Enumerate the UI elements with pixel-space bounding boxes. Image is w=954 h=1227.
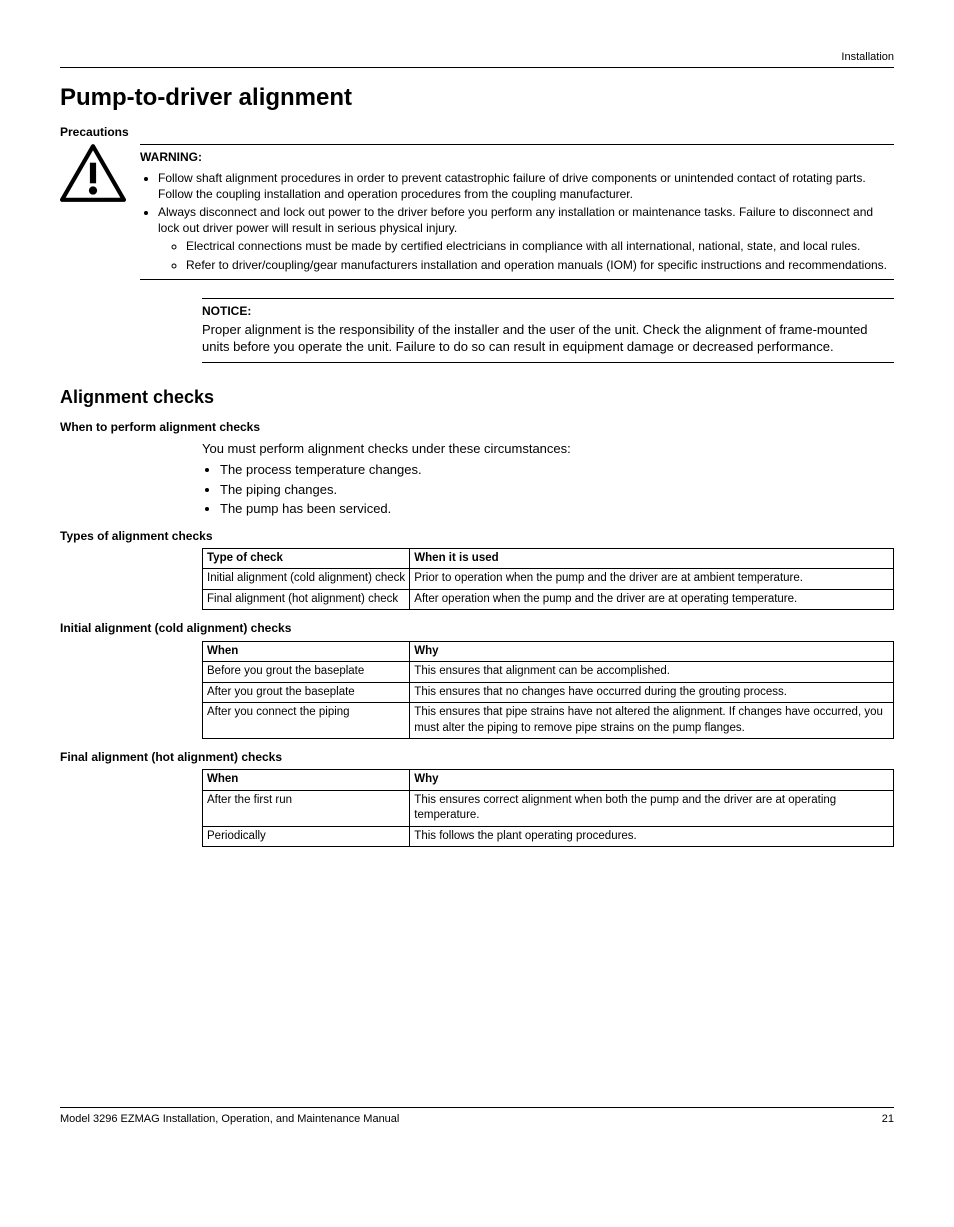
- table-row: After the first run This ensures correct…: [203, 790, 894, 826]
- table-row: Initial alignment (cold alignment) check…: [203, 569, 894, 590]
- table-row: After you grout the baseplate This ensur…: [203, 682, 894, 703]
- warning-item: Follow shaft alignment procedures in ord…: [158, 170, 894, 202]
- when-item: The piping changes.: [220, 481, 894, 499]
- cold-col0: When: [203, 641, 410, 662]
- hot-table: When Why After the first run This ensure…: [202, 769, 894, 847]
- warning-list: Follow shaft alignment procedures in ord…: [158, 170, 894, 273]
- table-row: Periodically This follows the plant oper…: [203, 826, 894, 847]
- table-row: Before you grout the baseplate This ensu…: [203, 662, 894, 683]
- table-row: Final alignment (hot alignment) check Af…: [203, 589, 894, 610]
- table-row: After you connect the piping This ensure…: [203, 703, 894, 739]
- warning-callout: WARNING: Follow shaft alignment procedur…: [60, 144, 894, 283]
- notice-title: NOTICE:: [202, 303, 894, 319]
- hot-col1: Why: [410, 770, 894, 791]
- notice-block: NOTICE: Proper alignment is the responsi…: [202, 298, 894, 363]
- when-heading: When to perform alignment checks: [60, 419, 894, 435]
- page-footer: Model 3296 EZMAG Installation, Operation…: [60, 1107, 894, 1127]
- page-header: Installation: [60, 50, 894, 68]
- precautions-heading: Precautions: [60, 124, 894, 140]
- hot-col0: When: [203, 770, 410, 791]
- cold-table: When Why Before you grout the baseplate …: [202, 641, 894, 740]
- header-section: Installation: [841, 51, 894, 63]
- warning-title: WARNING:: [140, 149, 894, 165]
- alignment-checks-h2: Alignment checks: [60, 385, 894, 409]
- title-h1: Pump-to-driver alignment: [60, 82, 894, 114]
- types-col0: Type of check: [203, 548, 410, 569]
- cold-heading: Initial alignment (cold alignment) check…: [60, 620, 894, 636]
- hot-heading: Final alignment (hot alignment) checks: [60, 749, 894, 765]
- footer-text: Model 3296 EZMAG Installation, Operation…: [60, 1113, 399, 1125]
- when-intro: You must perform alignment checks under …: [202, 440, 894, 458]
- page-number: 21: [882, 1112, 894, 1127]
- types-col1: When it is used: [410, 548, 894, 569]
- warning-subitem: Refer to driver/coupling/gear manufactur…: [186, 257, 894, 273]
- cold-col1: Why: [410, 641, 894, 662]
- types-heading: Types of alignment checks: [60, 528, 894, 544]
- warning-subitem: Electrical connections must be made by c…: [186, 238, 894, 254]
- notice-text: Proper alignment is the responsibility o…: [202, 321, 894, 356]
- warning-icon: [60, 144, 126, 283]
- warning-item: Always disconnect and lock out power to …: [158, 204, 894, 236]
- when-item: The process temperature changes.: [220, 461, 894, 479]
- types-table: Type of check When it is used Initial al…: [202, 548, 894, 611]
- when-item: The pump has been serviced.: [220, 500, 894, 518]
